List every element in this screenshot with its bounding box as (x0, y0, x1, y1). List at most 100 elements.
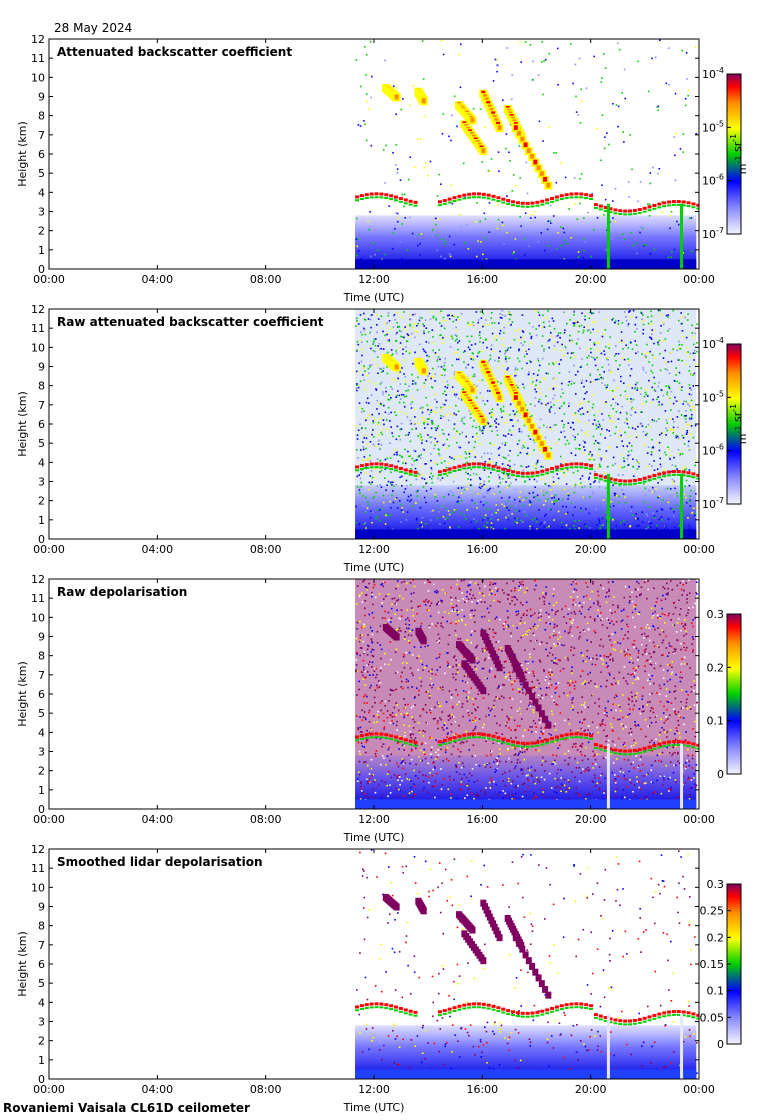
noise-speck (569, 501, 572, 503)
noise-speck (620, 610, 623, 612)
noise-speck (391, 484, 393, 486)
noise-speck (586, 363, 589, 366)
noise-speck (688, 484, 691, 487)
noise-speck (587, 758, 589, 761)
y-tick-label: 3 (38, 476, 45, 489)
noise-speck (694, 424, 697, 427)
noise-speck (372, 359, 375, 361)
noise-speck (396, 599, 398, 602)
noise-speck (396, 628, 399, 630)
noise-speck (598, 463, 601, 466)
noise-speck (380, 315, 383, 318)
noise-speck (634, 428, 637, 430)
noise-speck (692, 606, 694, 609)
noise-speck (365, 401, 368, 404)
noise-speck (641, 314, 644, 316)
noise-speck (487, 656, 490, 659)
noise-speck (601, 114, 604, 117)
cloud-layer-edge (520, 475, 525, 478)
noise-speck (677, 371, 679, 374)
noise-speck (670, 210, 673, 213)
noise-speck (554, 687, 557, 690)
noise-speck (381, 429, 384, 431)
noise-speck (473, 373, 476, 376)
noise-speck (621, 322, 624, 324)
noise-speck (401, 761, 404, 764)
noise-speck (637, 678, 640, 681)
noise-speck (600, 376, 603, 379)
noise-speck (436, 427, 439, 430)
noise-speck (416, 244, 419, 247)
noise-speck (393, 453, 396, 456)
cloud-layer-edge (691, 476, 696, 479)
noise-speck (382, 393, 385, 396)
noise-speck (444, 385, 447, 388)
noise-speck (675, 492, 678, 494)
noise-speck (516, 357, 519, 360)
noise-speck (359, 798, 362, 800)
noise-speck (379, 383, 382, 385)
noise-speck (579, 347, 581, 350)
noise-speck (660, 745, 662, 747)
noise-speck (688, 217, 691, 220)
noise-speck (363, 669, 365, 671)
noise-speck (443, 243, 446, 245)
noise-speck (520, 61, 522, 63)
noise-speck (669, 507, 672, 510)
noise-speck (583, 446, 585, 448)
noise-speck (545, 395, 547, 398)
noise-speck (563, 331, 566, 334)
noise-speck (658, 759, 660, 762)
noise-speck (588, 355, 590, 357)
noise-speck (363, 652, 365, 655)
noise-speck (454, 339, 457, 342)
noise-speck (538, 682, 541, 685)
noise-speck (597, 615, 599, 617)
noise-speck (634, 411, 637, 414)
cloud-layer-segment (359, 194, 364, 198)
noise-speck (466, 335, 469, 338)
noise-speck (539, 619, 541, 622)
noise-speck (581, 606, 584, 608)
cloud-layer-edge (476, 196, 481, 199)
noise-speck (508, 594, 510, 596)
noise-speck (538, 719, 540, 721)
noise-speck (672, 402, 675, 405)
noise-speck (557, 510, 560, 513)
noise-speck (584, 706, 587, 709)
precipitation-streak (680, 203, 684, 269)
cloud-layer-segment (364, 193, 369, 197)
noise-speck (582, 440, 585, 442)
noise-speck (368, 503, 370, 506)
noise-speck (607, 389, 610, 392)
noise-speck (434, 493, 436, 496)
noise-speck (625, 649, 628, 651)
noise-speck (612, 398, 614, 400)
noise-speck (612, 317, 615, 320)
noise-speck (509, 477, 511, 479)
noise-speck (630, 398, 632, 400)
noise-speck (361, 709, 363, 712)
noise-speck (449, 665, 451, 668)
cloud-layer-segment (408, 199, 413, 203)
noise-speck (578, 519, 580, 522)
noise-speck (389, 500, 392, 503)
noise-speck (509, 602, 511, 605)
noise-speck (441, 374, 443, 376)
noise-speck (374, 752, 377, 755)
cloud-layer-edge (554, 199, 559, 202)
noise-speck (513, 251, 515, 253)
noise-speck (392, 85, 395, 88)
noise-speck (654, 330, 656, 332)
noise-speck (484, 425, 486, 427)
noise-speck (442, 444, 445, 446)
noise-speck (553, 501, 556, 503)
noise-speck (689, 433, 692, 436)
noise-speck (364, 388, 367, 391)
noise-speck (627, 464, 629, 466)
noise-speck (625, 420, 628, 422)
noise-speck (606, 627, 609, 629)
noise-speck (475, 396, 478, 399)
noise-speck (417, 475, 420, 478)
noise-speck (682, 437, 685, 439)
